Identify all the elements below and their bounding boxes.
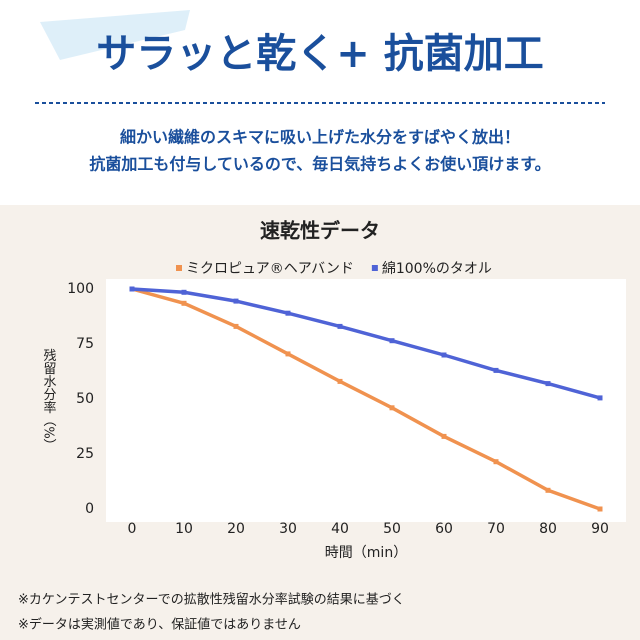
x-tick-label: 80 [539, 521, 557, 537]
y-tick-label: 0 [85, 501, 94, 517]
description: 細かい繊維のスキマに吸い上げた水分をすばやく放出！ [120, 128, 520, 147]
data-point [129, 286, 135, 292]
x-tick-label: 20 [227, 521, 245, 537]
x-tick-label: 30 [279, 521, 297, 537]
x-tick-label: 90 [591, 521, 609, 537]
data-point [233, 298, 239, 304]
y-axis-label: 残留水分率（%） [41, 348, 57, 451]
y-tick-label: 25 [76, 446, 94, 462]
legend-label: 綿100%のタオル [382, 261, 492, 277]
x-axis-label: 時間（min） [325, 545, 407, 561]
x-tick-label: 60 [435, 521, 453, 537]
legend-marker [176, 265, 182, 271]
x-tick-label: 70 [487, 521, 505, 537]
data-point [337, 378, 343, 384]
plot-area [106, 279, 626, 522]
data-point [493, 459, 499, 465]
y-tick-label: 100 [67, 281, 94, 297]
x-tick-label: 0 [128, 521, 137, 537]
legend-marker [371, 265, 378, 271]
data-point [441, 433, 447, 439]
data-point [285, 310, 291, 316]
data-point [285, 351, 291, 357]
data-point [389, 338, 395, 344]
legend-label: ミクロピュア®ヘアバンド [186, 261, 354, 277]
data-point [389, 405, 395, 411]
y-tick-label: 75 [76, 336, 94, 352]
data-point [441, 352, 447, 358]
data-point [597, 395, 603, 401]
data-point [337, 323, 343, 329]
data-point [545, 487, 551, 493]
x-tick-label: 40 [331, 521, 349, 537]
data-point [181, 289, 187, 295]
data-point [545, 381, 551, 387]
x-tick-label: 50 [383, 521, 401, 537]
footnote: ※データは実測値であり、保証値ではありません [18, 617, 301, 633]
footnote: ※カケンテストセンターでの拡散性残留水分率試験の結果に基づく [18, 592, 405, 608]
data-point [181, 300, 187, 306]
data-point [493, 367, 499, 373]
y-tick-label: 50 [76, 391, 94, 407]
page-title: サラッと乾く+ 抗菌加工 [96, 31, 543, 77]
description: 抗菌加工も付与しているので、毎日気持ちよくお使い頂けます。 [89, 155, 550, 174]
x-tick-label: 10 [175, 521, 193, 537]
data-point [233, 323, 239, 329]
series-line [131, 287, 601, 400]
data-point [597, 506, 603, 512]
series-line [131, 287, 601, 511]
brush-decoration [40, 10, 190, 60]
chart-title: 速乾性データ [260, 219, 380, 243]
